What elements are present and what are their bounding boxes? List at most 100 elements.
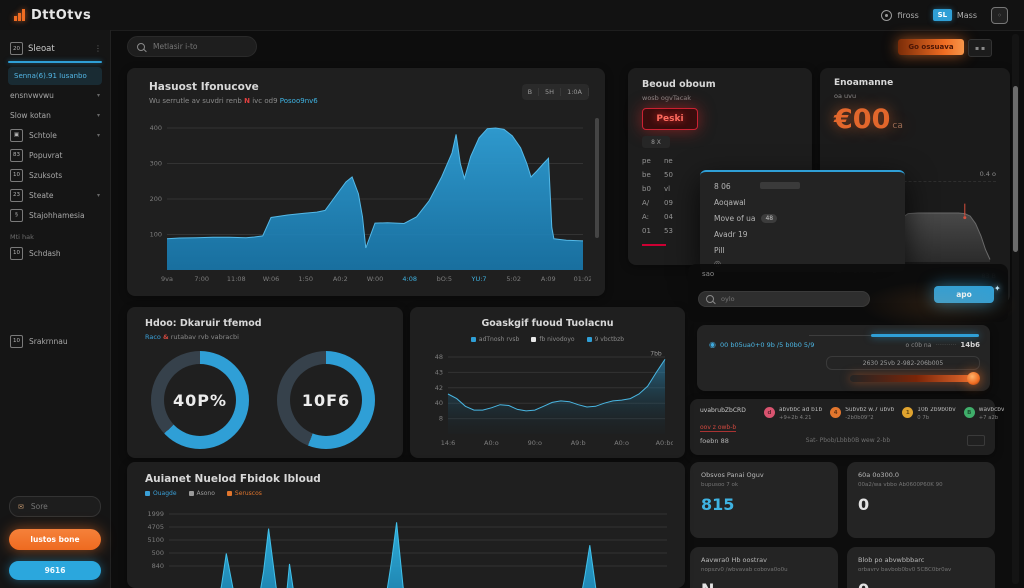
- legend-item[interactable]: Seruscos: [226, 490, 262, 497]
- cta-button[interactable]: Go ossuava: [898, 39, 964, 55]
- chart-svg: [899, 203, 991, 262]
- sidebar-item[interactable]: ensnvwvwu ▾: [0, 85, 110, 105]
- chevron-down-icon: ▾: [96, 191, 100, 199]
- plan-badge-icon: SL: [932, 9, 952, 21]
- legend-item[interactable]: 9 vbctbzb: [586, 336, 625, 343]
- legend-item[interactable]: fb nivodoyo: [531, 336, 575, 343]
- info-circle-icon: [881, 9, 893, 21]
- legend-item[interactable]: Asono: [188, 490, 215, 497]
- kpi-card[interactable]: Blob po abvwbbbarc orbavrv bavbob0bv0 5C…: [847, 547, 995, 588]
- sidebar-item[interactable]: Slow kotan ▾: [0, 105, 110, 125]
- time-range-selector[interactable]: B 5H 1:0A: [521, 84, 589, 100]
- usage-label-text: 00 b05ua0+0 9b /5 b0b0 5/9: [719, 340, 815, 349]
- y-tick: 40: [435, 399, 443, 407]
- time-range-option[interactable]: B: [522, 88, 540, 96]
- collapse-sidebar-icon[interactable]: ⋮: [94, 44, 102, 53]
- list-item[interactable]: 01 53: [642, 224, 722, 238]
- flyout-search-input[interactable]: [719, 294, 843, 304]
- time-range-option[interactable]: 5H: [539, 88, 562, 96]
- kpi-card[interactable]: 60a 0o300.0 00a2/wa vbbo Ab0600P60K 90 0: [847, 462, 995, 538]
- legend-label: 9 vbctbzb: [594, 336, 625, 343]
- y-tick: 300: [150, 160, 162, 168]
- denied-list: pe ne be 50 b0 vl A/ 09: [642, 154, 722, 238]
- sidebar-item[interactable]: 23 Steate ▾: [0, 185, 110, 205]
- menu-item[interactable]: 8 06: [700, 178, 905, 194]
- global-search[interactable]: [127, 36, 257, 57]
- subtitle-text: rutabav rvb vabracbi: [170, 333, 239, 341]
- sidebar-header[interactable]: 20 Sleoat ⋮: [0, 30, 110, 55]
- legend-swatch: [531, 337, 537, 342]
- sidebar-item[interactable]: ▣ Schtole ▾: [0, 125, 110, 145]
- subtitle-accent: Raco: [145, 333, 161, 341]
- panel-title: Auianet Nuelod Fbidok Ibloud: [145, 473, 321, 485]
- stats-footer: foebn 88 Sat- Pbob/Lbbb0B wew 2-bb: [700, 435, 985, 446]
- kpi-cards: Obsvos Panai Oguv bupusoo 7 ok 815 60a 0…: [690, 462, 995, 588]
- sidebar-accent-line: [8, 61, 102, 63]
- stat-item[interactable]: B wavbcbv +7 a2b: [963, 407, 1004, 433]
- x-tick: 7:00: [194, 275, 209, 283]
- sidebar-item[interactable]: 10 Szuksots: [0, 165, 110, 185]
- global-search-input[interactable]: [151, 41, 245, 52]
- page-scrollbar-track[interactable]: [1012, 34, 1019, 584]
- legend-item[interactable]: Ouagde: [145, 490, 177, 497]
- tracker-line-chart: 48 43 42 40 8 14:6 A0:o 90:o A9:b A0:o A0:bo 7bb: [420, 350, 675, 452]
- page-scrollbar-thumb[interactable]: [1013, 86, 1018, 252]
- panel-network-spikes: Auianet Nuelod Fbidok Ibloud Ouagde Ason…: [127, 462, 685, 588]
- eye-icon[interactable]: ◎: [714, 259, 721, 268]
- sidebar-item[interactable]: 10 Schdash: [0, 243, 110, 263]
- sidebar-item[interactable]: 83 Popuvrat: [0, 145, 110, 165]
- apply-button[interactable]: apo: [934, 286, 994, 303]
- app-logo[interactable]: DttOtvs: [14, 8, 91, 23]
- time-range-option[interactable]: 1:0A: [561, 88, 589, 96]
- sidebar-item-active[interactable]: Senna(6).91 Iusanbo: [8, 67, 102, 85]
- legend-label: Ouagde: [153, 490, 177, 497]
- kpi-card[interactable]: Aavwra0 Hb oostrav nopszv0 /wbvavab cobo…: [690, 547, 838, 588]
- stat-value: +7 a2b: [978, 415, 999, 421]
- list-item-value: 50: [664, 171, 673, 179]
- stats-footer-box[interactable]: [966, 435, 985, 446]
- y-tick: 42: [435, 384, 443, 392]
- menu-item[interactable]: Avadr 19: [700, 226, 905, 242]
- subtitle-link[interactable]: Posoo9nv6: [279, 97, 318, 105]
- menu-item[interactable]: Move of ua 48: [700, 210, 905, 226]
- list-item[interactable]: A: 04: [642, 210, 722, 224]
- plan-badge[interactable]: SL Mass: [932, 9, 977, 21]
- list-item[interactable]: A/ 09: [642, 196, 722, 210]
- sidebar-spacer: [0, 263, 110, 331]
- top-bar: DttOtvs fiross SL Mass ◦: [0, 0, 1024, 31]
- sidebar-search[interactable]: ✉: [9, 496, 101, 517]
- panel-subtitle: Raco & rutabav rvb vabracbi: [145, 333, 262, 341]
- sidebar-item[interactable]: 10 Srakrnnau: [0, 331, 110, 351]
- stat-item[interactable]: 4 Subvbz w.7 ubvb -2b0b09''2: [830, 407, 894, 433]
- flyout-search[interactable]: [698, 291, 870, 307]
- legend-swatch: [586, 337, 592, 342]
- kpi-card[interactable]: Obsvos Panai Oguv bupusoo 7 ok 815: [690, 462, 838, 538]
- kpi-subtitle: bupusoo 7 ok: [701, 482, 739, 488]
- panel-header: Hdoo: Dkaruir tfemod Raco & rutabav rvb …: [145, 318, 262, 341]
- docs-button[interactable]: 9616: [9, 561, 101, 580]
- list-item[interactable]: be 50: [642, 168, 722, 182]
- sidebar-item[interactable]: § Stajohhamesia: [0, 205, 110, 225]
- view-toggle-button[interactable]: ▪ ▪: [968, 39, 992, 57]
- y-tick: 500: [152, 549, 164, 557]
- panel-fluid-tracker: Goaskgif fuoud Tuolacnu adTnosh rvsb fb …: [410, 307, 685, 458]
- mini-toggle[interactable]: 8 X: [642, 136, 670, 148]
- upgrade-button[interactable]: lustos bone: [9, 529, 101, 550]
- plan-badge-label: Mass: [956, 10, 977, 20]
- panel-scrollbar[interactable]: [595, 118, 599, 238]
- spikes-area-chart: 1999 4705 5100 500 840: [141, 506, 675, 588]
- stat-item[interactable]: 1 10b 2b9b0bv 0 7b: [902, 407, 956, 433]
- list-item[interactable]: pe ne: [642, 154, 722, 168]
- user-avatar[interactable]: ◦: [991, 6, 1008, 24]
- menu-item[interactable]: Aoqawal: [700, 194, 905, 210]
- menu-item[interactable]: Pill: [700, 242, 905, 258]
- chart-svg: 48 43 42 40 8 14:6 A0:o 90:o A9:b A0:o A0:bo 7bb: [435, 350, 675, 447]
- help-menu[interactable]: fiross: [881, 9, 919, 21]
- alert-orange-dot[interactable]: [967, 372, 980, 385]
- sidebar-search-input[interactable]: [28, 501, 93, 512]
- legend-item[interactable]: adTnosh rvsb: [470, 336, 519, 343]
- list-item[interactable]: b0 vl: [642, 182, 722, 196]
- stats-heading-title: uvabrubZbCRD: [700, 407, 746, 414]
- stat-item[interactable]: d abvbbc ad b1b +9+2b 4.21: [764, 407, 822, 433]
